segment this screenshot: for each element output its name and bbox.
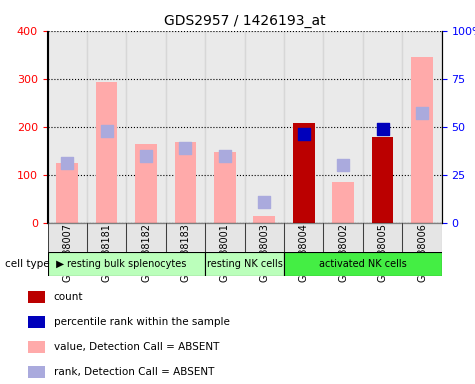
Bar <box>284 31 323 223</box>
Bar <box>135 144 157 223</box>
Text: rank, Detection Call = ABSENT: rank, Detection Call = ABSENT <box>54 366 214 377</box>
Bar <box>284 223 323 276</box>
Point <box>142 152 150 159</box>
Point <box>181 145 189 151</box>
Text: percentile rank within the sample: percentile rank within the sample <box>54 316 229 327</box>
Bar <box>87 31 126 223</box>
Text: GSM188001: GSM188001 <box>220 223 230 281</box>
Point <box>260 199 268 205</box>
Bar <box>126 223 166 276</box>
Bar <box>293 123 314 223</box>
Bar <box>205 31 245 223</box>
Text: value, Detection Call = ABSENT: value, Detection Call = ABSENT <box>54 341 219 352</box>
Text: resting bulk splenocytes: resting bulk splenocytes <box>66 259 186 269</box>
Point <box>221 152 228 159</box>
Bar <box>28 316 45 328</box>
Bar <box>96 82 117 223</box>
Bar <box>48 252 205 276</box>
Text: GSM188002: GSM188002 <box>338 223 348 282</box>
Bar <box>214 152 236 223</box>
Bar <box>332 182 354 223</box>
Text: GSM188181: GSM188181 <box>102 223 112 281</box>
Bar <box>411 57 433 223</box>
Text: GSM188005: GSM188005 <box>378 223 388 282</box>
Text: GSM188004: GSM188004 <box>299 223 309 281</box>
Text: GSM188006: GSM188006 <box>417 223 427 281</box>
Text: count: count <box>54 291 83 302</box>
Bar <box>166 31 205 223</box>
Bar <box>166 223 205 276</box>
Bar <box>87 223 126 276</box>
Bar <box>205 252 284 276</box>
Bar <box>245 31 284 223</box>
Bar <box>126 31 166 223</box>
Bar <box>28 341 45 353</box>
Point <box>63 160 71 166</box>
Bar <box>28 291 45 303</box>
Bar <box>402 31 442 223</box>
Bar <box>205 223 245 276</box>
Bar <box>363 31 402 223</box>
Text: GSM188183: GSM188183 <box>180 223 190 281</box>
Point <box>103 127 110 134</box>
Bar <box>245 223 284 276</box>
Bar <box>363 223 402 276</box>
Bar <box>323 223 363 276</box>
Bar <box>57 163 78 223</box>
Bar <box>28 366 45 377</box>
Text: cell type  ▶: cell type ▶ <box>5 259 64 269</box>
Bar <box>175 142 196 223</box>
Bar <box>323 31 363 223</box>
Text: GSM188007: GSM188007 <box>62 223 72 282</box>
Point <box>379 126 386 132</box>
Text: resting NK cells: resting NK cells <box>207 259 283 269</box>
Point <box>418 110 426 116</box>
Bar <box>402 223 442 276</box>
Bar <box>284 252 442 276</box>
Text: GSM188003: GSM188003 <box>259 223 269 281</box>
Text: GSM188182: GSM188182 <box>141 223 151 282</box>
Point <box>300 131 308 137</box>
Title: GDS2957 / 1426193_at: GDS2957 / 1426193_at <box>164 14 325 28</box>
Bar <box>48 31 87 223</box>
Bar <box>372 137 393 223</box>
Bar <box>254 217 275 223</box>
Point <box>339 162 347 168</box>
Bar <box>48 223 87 276</box>
Text: activated NK cells: activated NK cells <box>319 259 407 269</box>
